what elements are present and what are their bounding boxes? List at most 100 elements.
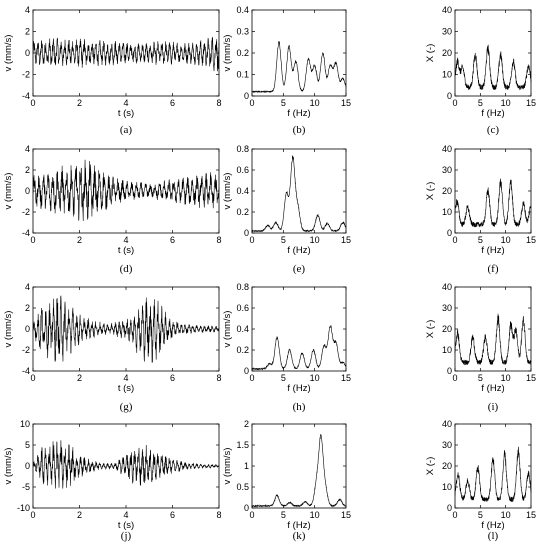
panel-c-ytick-label: 10 xyxy=(442,70,452,80)
panel-g-ytick-label: 2 xyxy=(25,303,30,313)
panel-f-xtick-label: 15 xyxy=(526,235,536,245)
panel-b-xtick-label: 0 xyxy=(249,98,254,108)
panel-f-curve xyxy=(454,178,532,228)
panel-c-xtick-label: 5 xyxy=(478,98,483,108)
panel-h: 0 5 10 15 0 0.2 0.4 0.6 0.8 f (Hz) v (mm/s) (h) xyxy=(222,282,351,413)
panel-a-xtick-label: 4 xyxy=(123,98,128,108)
panel-i-xtick-label: 5 xyxy=(478,373,483,383)
panel-l-ylabel: X (-) xyxy=(425,457,436,475)
panel-k-label: (k) xyxy=(293,530,306,542)
panel-l-xtick-label: 10 xyxy=(501,510,511,520)
panel-b-xtick-label: 10 xyxy=(310,98,320,108)
panel-g-ytick-label: -4 xyxy=(22,366,30,376)
panel-j-ytick-label: 10 xyxy=(20,419,30,429)
panel-f: 0 5 10 15 0 10 20 30 40 f (Hz) X (-) (f) xyxy=(425,144,536,275)
panel-c-ytick-label: 0 xyxy=(447,91,452,101)
panel-d-ytick-label: -4 xyxy=(22,228,30,238)
panel-l-ytick-label: 20 xyxy=(442,461,452,471)
panel-b-ylabel: v (mm/s) xyxy=(222,35,233,72)
panel-c-ylabel: X (-) xyxy=(425,44,436,62)
panel-k-xtick-label: 15 xyxy=(341,510,351,520)
panel-h-curve xyxy=(251,325,347,371)
panel-a-ytick-label: 4 xyxy=(25,5,30,15)
panel-j-ylabel: v (mm/s) xyxy=(3,448,14,485)
panel-l: 0 5 10 15 0 10 20 30 40 f (Hz) X (-) (l) xyxy=(425,419,536,542)
panel-f-ytick-label: 40 xyxy=(442,144,452,154)
panel-g-xtick-label: 8 xyxy=(216,373,221,383)
panel-d-xtick-label: 0 xyxy=(30,235,35,245)
panel-f-xtick-label: 0 xyxy=(452,235,457,245)
panel-l-ytick-label: 10 xyxy=(442,482,452,492)
panel-k-ytick-label: 0 xyxy=(244,503,249,513)
panel-d-xlabel: t (s) xyxy=(118,245,134,256)
panel-k-xtick-label: 0 xyxy=(249,510,254,520)
panel-b-curve xyxy=(251,41,347,94)
panel-j-signal xyxy=(32,440,220,489)
panel-h-xtick-label: 0 xyxy=(249,373,254,383)
panel-f-ytick-label: 10 xyxy=(442,207,452,217)
panel-g-signal xyxy=(32,295,220,363)
panel-d-label: (d) xyxy=(120,263,133,275)
panel-f-ytick-label: 20 xyxy=(442,186,452,196)
panel-b-ytick-label: 0.4 xyxy=(236,5,249,15)
panel-a-xtick-label: 0 xyxy=(30,98,35,108)
panel-g-ytick-label: 0 xyxy=(25,324,30,334)
panel-h-ylabel: v (mm/s) xyxy=(222,311,233,348)
panel-k-xtick-label: 10 xyxy=(310,510,320,520)
panel-l-label: (l) xyxy=(488,530,499,542)
panel-d-ytick-label: 0 xyxy=(25,186,30,196)
panel-c-frame xyxy=(454,9,532,97)
panel-d-xtick-label: 4 xyxy=(123,235,128,245)
panel-j-ytick-label: 5 xyxy=(25,440,30,450)
panel-b-ytick-label: 0.1 xyxy=(236,70,249,80)
panel-e-xlabel: f (Hz) xyxy=(287,245,310,256)
panel-a-signal xyxy=(32,36,220,72)
panel-j-xtick-label: 0 xyxy=(30,510,35,520)
panel-b-ytick-label: 0.3 xyxy=(236,27,249,37)
panel-d-ytick-label: -2 xyxy=(22,207,30,217)
panel-a-xtick-label: 8 xyxy=(216,98,221,108)
panel-e-xtick-label: 5 xyxy=(281,235,286,245)
panel-k-frame xyxy=(251,423,347,509)
panel-f-xtick-label: 10 xyxy=(501,235,511,245)
panel-j-xtick-label: 4 xyxy=(123,510,128,520)
panel-i-xlabel: f (Hz) xyxy=(481,383,504,394)
panel-g-xtick-label: 6 xyxy=(170,373,175,383)
panel-a-ytick-label: 0 xyxy=(25,48,30,58)
panel-i-frame xyxy=(454,286,532,372)
panel-i-ytick-label: 0 xyxy=(447,366,452,376)
panel-j-label: (j) xyxy=(121,530,132,542)
panel-l-xtick-label: 0 xyxy=(452,510,457,520)
panel-c: 0 5 10 15 0 10 20 30 40 f (Hz) X (-) (c) xyxy=(425,5,536,136)
panel-i-curve xyxy=(454,313,532,366)
panel-e-ytick-label: 0.4 xyxy=(236,186,249,196)
panel-a-ytick-label: -2 xyxy=(22,70,30,80)
panel-a-ytick-label: 2 xyxy=(25,27,30,37)
panel-a-xlabel: t (s) xyxy=(118,108,134,119)
panel-c-ytick-label: 40 xyxy=(442,5,452,15)
panel-b-xtick-label: 5 xyxy=(281,98,286,108)
panel-f-label: (f) xyxy=(488,263,499,275)
panel-i: 0 5 10 15 0 10 20 30 40 f (Hz) X (-) (i) xyxy=(425,282,536,413)
panel-k-xtick-label: 5 xyxy=(281,510,286,520)
panel-k-xlabel: f (Hz) xyxy=(287,520,310,531)
panel-d-xtick-label: 6 xyxy=(170,235,175,245)
panel-e-xtick-label: 0 xyxy=(249,235,254,245)
panel-i-ylabel: X (-) xyxy=(425,320,436,338)
panel-i-xtick-label: 0 xyxy=(452,373,457,383)
panel-j-xlabel: t (s) xyxy=(118,520,134,531)
panel-g-label: (g) xyxy=(120,401,133,413)
panel-d-xtick-label: 2 xyxy=(77,235,82,245)
panel-g-xtick-label: 0 xyxy=(30,373,35,383)
panel-c-xlabel: f (Hz) xyxy=(481,108,504,119)
panel-j-ytick-label: -10 xyxy=(17,503,30,513)
panel-i-ytick-label: 30 xyxy=(442,303,452,313)
panel-l-curve xyxy=(454,446,532,502)
panel-j-xtick-label: 6 xyxy=(170,510,175,520)
panel-a-xtick-label: 6 xyxy=(170,98,175,108)
panel-l-ytick-label: 0 xyxy=(447,503,452,513)
panel-e-frame xyxy=(251,148,347,234)
panel-d-ytick-label: 4 xyxy=(25,144,30,154)
